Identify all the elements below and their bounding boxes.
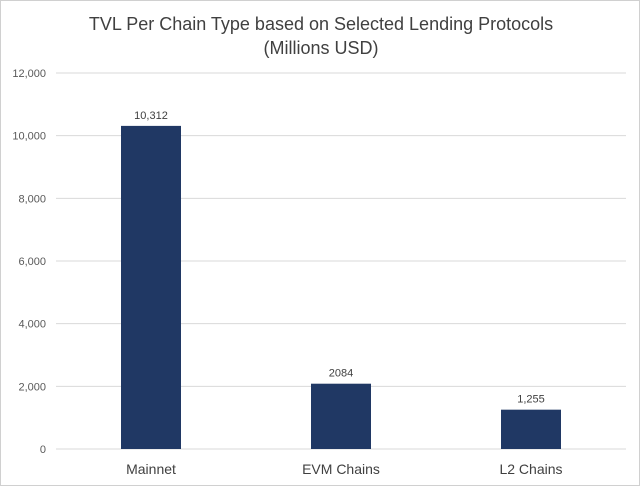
chart-title-line-2: (Millions USD)	[263, 38, 378, 58]
y-axis-tick-labels: 0 2,000 4,000 6,000 8,000 10,000 12,000	[12, 68, 46, 456]
data-labels: 10,312 2084 1,255	[134, 110, 545, 406]
bar	[501, 409, 561, 449]
y-tick-label: 6,000	[18, 256, 46, 268]
y-tick-label: 12,000	[12, 68, 46, 80]
category-label: EVM Chains	[302, 461, 380, 477]
x-axis-category-labels: Mainnet EVM Chains L2 Chains	[126, 461, 562, 477]
bars	[121, 125, 561, 450]
y-tick-label: 10,000	[12, 131, 46, 143]
chart-title-line-1: TVL Per Chain Type based on Selected Len…	[89, 14, 553, 34]
y-tick-label: 0	[40, 444, 46, 456]
y-tick-label: 4,000	[18, 319, 46, 331]
y-tick-label: 8,000	[18, 193, 46, 205]
bar	[311, 383, 371, 449]
category-label: L2 Chains	[499, 461, 562, 477]
data-label: 10,312	[134, 110, 168, 122]
y-tick-label: 2,000	[18, 381, 46, 393]
category-label: Mainnet	[126, 461, 176, 477]
data-label: 1,255	[517, 394, 545, 406]
bar	[121, 125, 181, 450]
data-label: 2084	[329, 368, 353, 380]
